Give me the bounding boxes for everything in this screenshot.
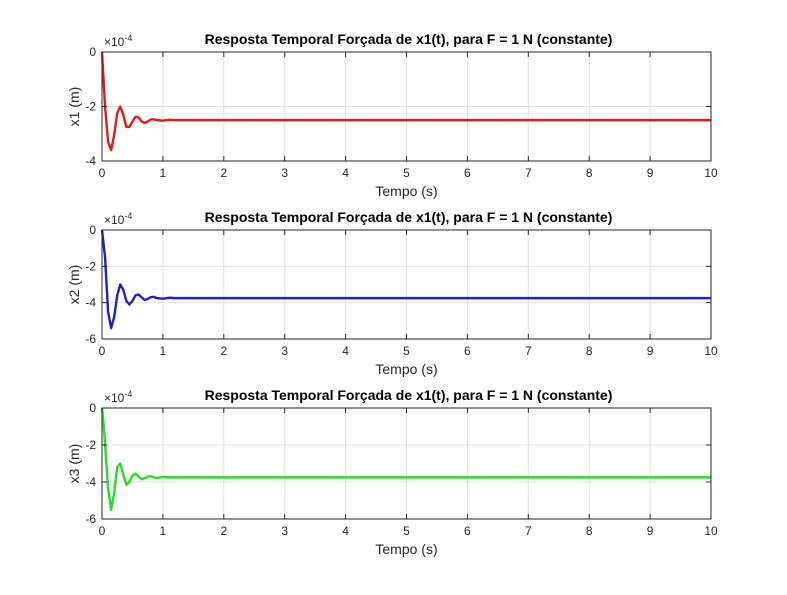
x-tick-label: 8 bbox=[586, 344, 593, 358]
x-tick-label: 6 bbox=[464, 166, 471, 180]
y-tick-label: -4 bbox=[85, 296, 96, 310]
x-tick-label: 7 bbox=[525, 344, 532, 358]
y-exponent-label: ×10-4 bbox=[104, 389, 132, 405]
y-tick-label: -6 bbox=[85, 332, 96, 346]
series-line-1 bbox=[100, 51, 711, 152]
x-tick-label: 2 bbox=[220, 344, 227, 358]
y-exponent-label: ×10-4 bbox=[104, 211, 132, 227]
x-axis-label: Tempo (s) bbox=[375, 361, 437, 377]
x-tick-label: 2 bbox=[220, 166, 227, 180]
x-tick-label: 10 bbox=[704, 344, 718, 358]
x-tick-label: 5 bbox=[403, 166, 410, 180]
x-tick-label: 1 bbox=[160, 344, 167, 358]
x-tick-label: 8 bbox=[586, 524, 593, 538]
x-tick-label: 5 bbox=[403, 524, 410, 538]
y-tick-label: -2 bbox=[85, 438, 96, 452]
y-axis-label: x2 (m) bbox=[66, 265, 82, 305]
x-tick-label: 1 bbox=[160, 166, 167, 180]
chart-title: Resposta Temporal Forçada de x1(t), para… bbox=[205, 387, 613, 403]
x-tick-label: 7 bbox=[525, 524, 532, 538]
x-tick-label: 1 bbox=[160, 524, 167, 538]
chart-title: Resposta Temporal Forçada de x1(t), para… bbox=[205, 209, 613, 225]
y-tick-label: 0 bbox=[89, 45, 96, 59]
x-tick-label: 3 bbox=[281, 524, 288, 538]
x-tick-label: 9 bbox=[647, 524, 654, 538]
x-tick-label: 4 bbox=[342, 344, 349, 358]
y-exponent-label: ×10-4 bbox=[104, 33, 132, 49]
x-tick-label: 2 bbox=[220, 524, 227, 538]
x-tick-label: 10 bbox=[704, 524, 718, 538]
y-tick-label: -2 bbox=[85, 100, 96, 114]
x-tick-label: 7 bbox=[525, 166, 532, 180]
series-line-3 bbox=[100, 407, 711, 511]
x-axis-label: Tempo (s) bbox=[375, 541, 437, 557]
x-tick-label: 5 bbox=[403, 344, 410, 358]
x-tick-label: 4 bbox=[342, 166, 349, 180]
y-axis-label: x1 (m) bbox=[66, 87, 82, 127]
x-tick-label: 6 bbox=[464, 524, 471, 538]
x-tick-label: 3 bbox=[281, 166, 288, 180]
x-tick-label: 9 bbox=[647, 344, 654, 358]
y-tick-label: -4 bbox=[85, 475, 96, 489]
x-axis-label: Tempo (s) bbox=[375, 183, 437, 199]
y-tick-label: -6 bbox=[85, 512, 96, 526]
y-tick-label: 0 bbox=[89, 223, 96, 237]
x-tick-label: 0 bbox=[99, 166, 106, 180]
x-tick-label: 10 bbox=[704, 166, 718, 180]
x-tick-label: 0 bbox=[99, 344, 106, 358]
x-tick-label: 8 bbox=[586, 166, 593, 180]
chart-title: Resposta Temporal Forçada de x1(t), para… bbox=[205, 31, 613, 47]
x-tick-label: 4 bbox=[342, 524, 349, 538]
series-line-2 bbox=[100, 229, 711, 330]
subplot-1: 0 1 2 3 4 5 6 7 8 9 10 0 -2 -4 ×10-4 Resposta Temporal … bbox=[66, 31, 718, 199]
x-tick-label: 0 bbox=[99, 524, 106, 538]
x-tick-label: 3 bbox=[281, 344, 288, 358]
y-tick-label: -2 bbox=[85, 259, 96, 273]
x-tick-label: 6 bbox=[464, 344, 471, 358]
y-tick-label: 0 bbox=[89, 401, 96, 415]
y-tick-label: -4 bbox=[85, 154, 96, 168]
subplot-2: 0 1 2 3 4 5 6 7 8 9 10 0 -2 -4 -6 ×10-4 Resposta Tempora… bbox=[66, 209, 718, 377]
x-tick-label: 9 bbox=[647, 166, 654, 180]
y-axis-label: x3 (m) bbox=[66, 444, 82, 484]
subplot-3: 0 1 2 3 4 5 6 7 8 9 10 0 -2 -4 -6 ×10-4 Resposta Tempora… bbox=[66, 387, 718, 557]
